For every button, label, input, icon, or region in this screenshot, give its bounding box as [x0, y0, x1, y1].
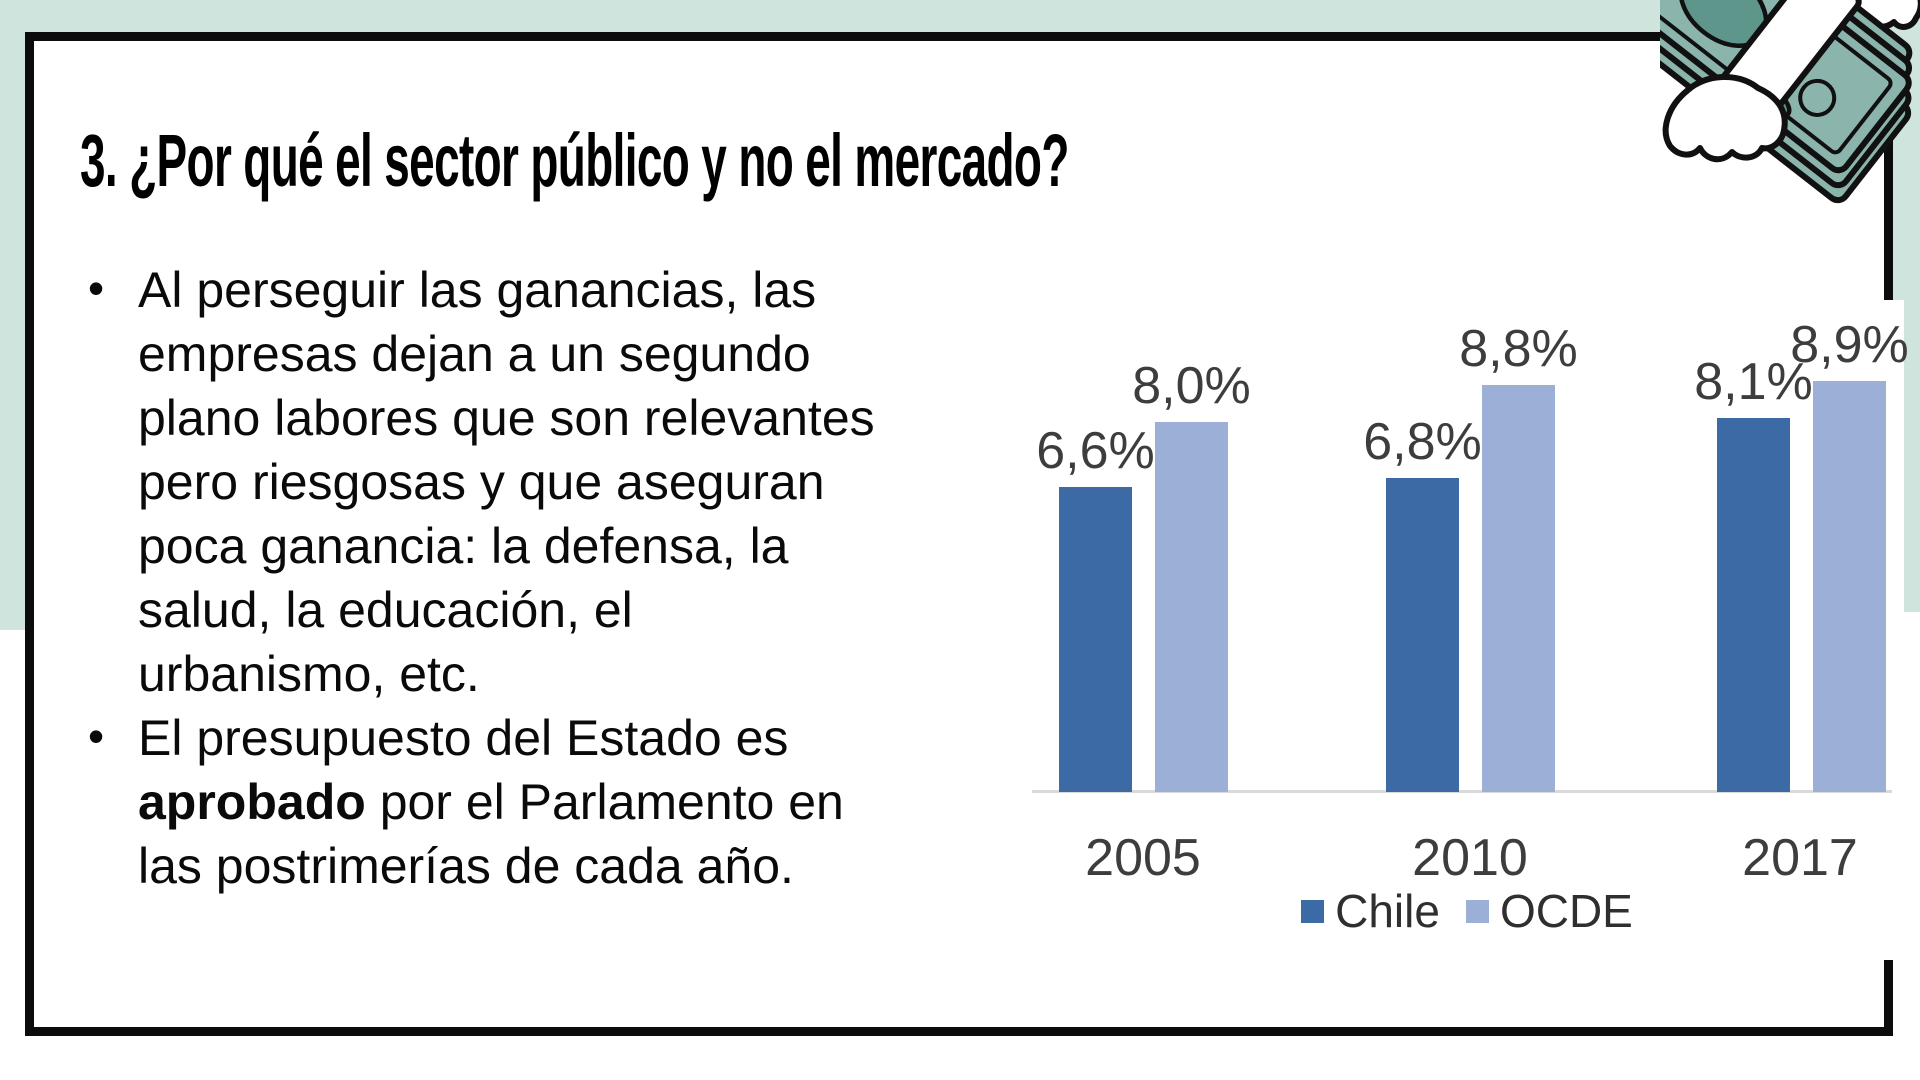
legend-label: OCDE	[1499, 885, 1633, 937]
bullet-text-bold: aprobado	[138, 774, 366, 830]
slide-title: 3. ¿Por qué el sector público y no el me…	[80, 118, 1069, 202]
bar-ocde-2017	[1813, 381, 1886, 792]
bar-chile-2005	[1059, 487, 1132, 792]
chart-legend: Chile OCDE	[1030, 888, 1904, 934]
x-axis-line	[1032, 790, 1892, 793]
legend-label: Chile	[1335, 885, 1440, 937]
bullet-text-before-bold: El presupuesto del Estado es	[138, 710, 789, 766]
background-top-strip	[0, 0, 1920, 33]
legend-item-chile: Chile	[1301, 888, 1440, 934]
background-left-strip	[0, 0, 26, 630]
bar-chile-2017	[1717, 418, 1790, 792]
bar-value-label: 8,0%	[1132, 357, 1251, 415]
bar-value-label: 8,9%	[1790, 316, 1909, 374]
bullet-text-after-bold: por el Parlamento en las postrimerías de…	[138, 774, 844, 894]
bullet-text: Al perseguir las ganancias, las empresas…	[138, 262, 875, 702]
bar-ocde-2005	[1155, 422, 1228, 792]
bar-value-label: 8,1%	[1694, 353, 1813, 411]
bullet-item-market-failures: Al perseguir las ganancias, las empresas…	[80, 256, 1060, 706]
legend-item-ocde: OCDE	[1465, 885, 1633, 937]
x-axis-label-2010: 2010	[1412, 829, 1528, 887]
x-axis-label-2017: 2017	[1742, 829, 1858, 887]
bar-chile-2010	[1386, 478, 1459, 792]
bar-chart-chile-ocde: 6,6% 8,0% 6,8% 8,8% 8,1% 8,9% 2005 2010 2017 Ch…	[1030, 300, 1909, 960]
bar-value-label: 8,8%	[1459, 320, 1578, 378]
legend-swatch-icon	[1301, 899, 1325, 923]
bullet-item-budget-approval: El presupuesto del Estado es aprobado po…	[80, 704, 1060, 898]
bullet-list: Al perseguir las ganancias, las empresas…	[80, 256, 1060, 898]
bar-value-label: 6,8%	[1363, 413, 1482, 471]
left-wing-icon	[1662, 74, 1788, 163]
legend-swatch-icon	[1465, 899, 1489, 923]
x-axis-label-2005: 2005	[1085, 829, 1201, 887]
bar-ocde-2010	[1482, 385, 1555, 792]
flying-money-illustration	[1660, 0, 1920, 204]
